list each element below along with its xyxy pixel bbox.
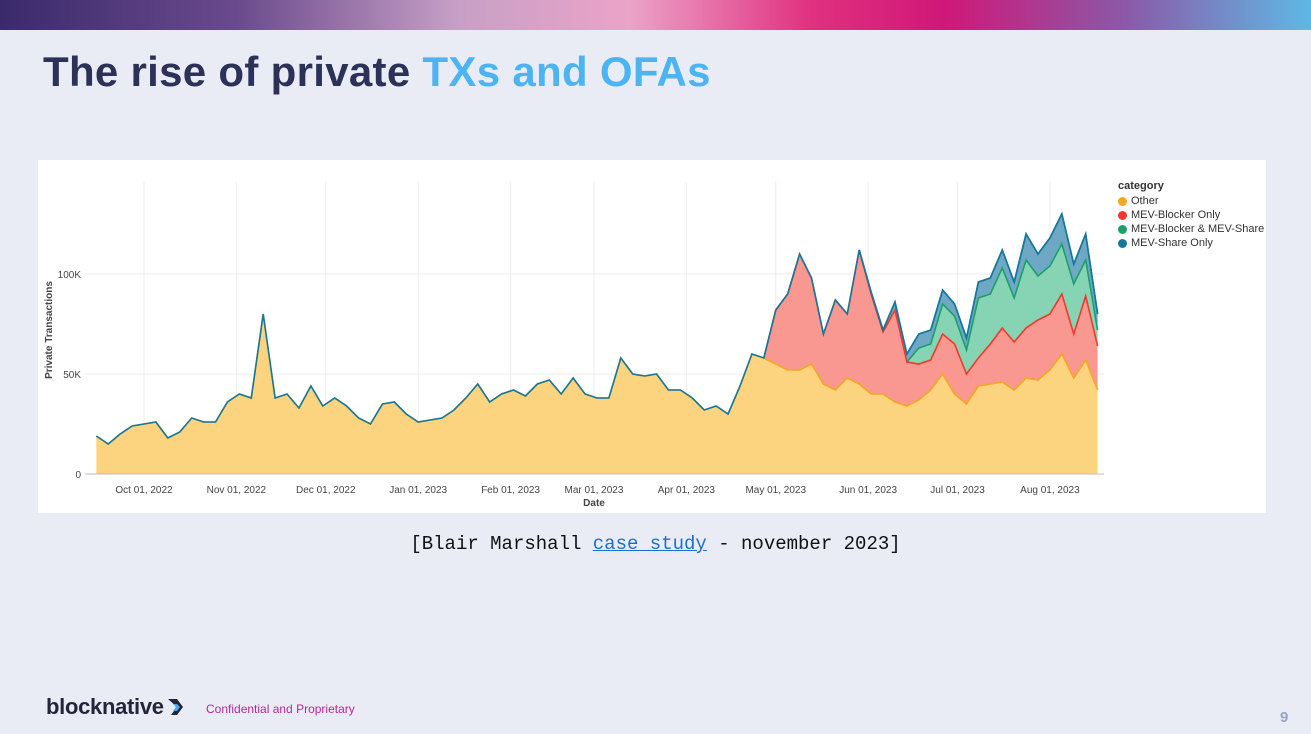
caption-suffix: - november 2023] — [706, 533, 901, 555]
x-tick-label: Jul 01, 2023 — [930, 485, 985, 496]
header-gradient-bar — [0, 0, 1311, 30]
title-accent: TXs and OFAs — [422, 48, 711, 95]
x-tick-label: Dec 01, 2022 — [296, 485, 356, 496]
x-tick-label: Apr 01, 2023 — [658, 485, 716, 496]
area-other — [96, 314, 1098, 474]
legend-label: Other — [1131, 195, 1159, 207]
x-axis-title: Date — [583, 498, 605, 509]
legend-item[interactable]: MEV-Share Only — [1118, 236, 1264, 250]
legend-dot-icon — [1118, 210, 1127, 220]
confidential-footer: Confidential and Proprietary — [206, 702, 355, 716]
y-tick-label: 50K — [63, 370, 81, 381]
y-tick-label: 100K — [58, 270, 82, 281]
line-mev-blocker-mev-share — [906, 241, 1099, 363]
legend-dot-icon — [1118, 224, 1127, 234]
caption: [Blair Marshall case study - november 20… — [0, 533, 1311, 555]
title-main: The rise of private — [43, 48, 423, 95]
stacked-area-chart: 0 50K 100K Oct 01, 2022 Nov 01, 2022 Dec 01, … — [44, 182, 1104, 509]
y-axis-title: Private Transactions — [44, 281, 55, 379]
x-tick-label: Jan 01, 2023 — [389, 485, 447, 496]
logo-mark-icon — [167, 699, 183, 715]
legend-label: MEV-Blocker Only — [1131, 209, 1221, 221]
legend-item[interactable]: MEV-Blocker Only — [1118, 208, 1264, 222]
legend-dot-icon — [1118, 196, 1127, 206]
case-study-link[interactable]: case study — [592, 533, 707, 555]
legend-item[interactable]: MEV-Blocker & MEV-Share — [1118, 222, 1264, 236]
area-mev-blocker-only — [763, 250, 1098, 406]
x-tick-label: Feb 01, 2023 — [481, 485, 540, 496]
blocknative-logo: blocknative — [46, 694, 185, 720]
legend-label: MEV-Blocker & MEV-Share — [1131, 223, 1265, 235]
legend-label: MEV-Share Only — [1131, 237, 1213, 249]
x-tick-label: May 01, 2023 — [745, 485, 806, 496]
x-tick-label: Oct 01, 2022 — [115, 485, 173, 496]
area-mev-share-only — [859, 214, 1098, 362]
x-tick-label: Jun 01, 2023 — [839, 485, 897, 496]
line-total — [95, 211, 1099, 445]
area-mev-blocker-mev-share — [906, 244, 1098, 374]
legend-item[interactable]: Other — [1118, 194, 1264, 208]
y-tick-label: 0 — [75, 470, 81, 481]
x-tick-label: Aug 01, 2023 — [1020, 485, 1080, 496]
page-number: 9 — [1280, 709, 1289, 726]
legend-title: category — [1118, 180, 1164, 192]
x-tick-label: Mar 01, 2023 — [565, 485, 624, 496]
logo-text: blocknative — [46, 694, 164, 719]
caption-prefix: [Blair Marshall — [410, 533, 593, 555]
slide-title: The rise of private TXs and OFAs — [43, 48, 711, 96]
legend-dot-icon — [1118, 238, 1127, 248]
chart-panel: 0 50K 100K Oct 01, 2022 Nov 01, 2022 Dec 01, … — [38, 160, 1266, 513]
x-tick-label: Nov 01, 2022 — [207, 485, 267, 496]
chart-legend: category Other MEV-Blocker Only MEV-Blocke… — [1118, 180, 1264, 250]
